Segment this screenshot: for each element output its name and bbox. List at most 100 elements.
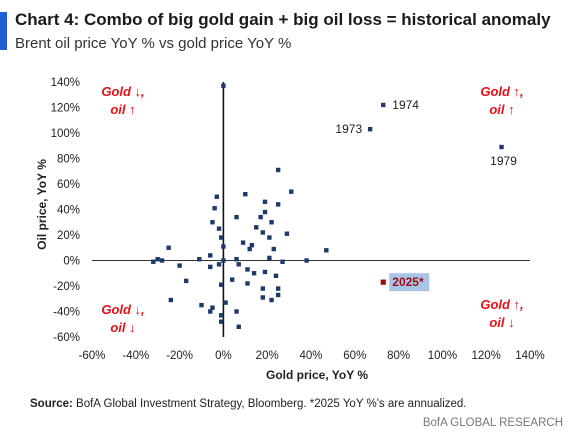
data-point — [219, 319, 224, 324]
data-point — [234, 257, 239, 262]
data-point — [210, 305, 215, 310]
y-tick-label: 80% — [57, 154, 80, 166]
data-point — [260, 286, 266, 291]
data-point — [275, 202, 281, 207]
y-tick-label: 60% — [57, 179, 80, 191]
point-label-1973: 1973 — [335, 122, 362, 136]
data-point — [216, 226, 222, 231]
quadrant-label-bottom-left: oil ↓ — [110, 320, 135, 335]
data-point — [260, 295, 266, 300]
x-tick-label: 40% — [299, 350, 322, 362]
data-point — [275, 167, 281, 173]
data-point — [208, 309, 213, 314]
x-tick-label: 20% — [256, 350, 279, 362]
point-label-1974: 1974 — [392, 98, 419, 112]
data-point — [260, 230, 266, 235]
x-tick-label: -40% — [122, 350, 149, 362]
y-tick-label: -60% — [53, 332, 80, 344]
data-point — [273, 273, 279, 278]
data-point — [216, 262, 222, 267]
y-tick-label: 0% — [63, 256, 80, 268]
x-tick-label: 80% — [387, 350, 410, 362]
chart-subtitle: Brent oil price YoY % vs gold price YoY … — [15, 35, 292, 52]
data-point — [155, 257, 160, 262]
data-point — [269, 297, 274, 303]
data-point — [275, 292, 281, 298]
chart-title: Chart 4: Combo of big gold gain + big oi… — [15, 10, 551, 29]
data-point — [221, 83, 226, 89]
data-point — [258, 214, 263, 220]
y-tick-label: 20% — [57, 230, 80, 242]
data-point — [267, 255, 272, 261]
data-point — [247, 246, 252, 252]
data-point — [262, 199, 268, 205]
data-point — [267, 235, 272, 240]
data-point — [271, 246, 276, 252]
y-tick-label: -20% — [53, 281, 80, 293]
data-point — [219, 235, 224, 240]
data-point — [367, 126, 373, 132]
data-point — [499, 144, 504, 150]
data-point — [304, 258, 309, 263]
x-tick-label: -20% — [166, 350, 193, 362]
quadrant-labels: Gold ↓, oil ↑ Gold ↑, oil ↑ Gold ↓, oil ↓ Gold… — [101, 84, 523, 335]
y-tick-label: 140% — [51, 77, 80, 89]
data-point — [280, 259, 285, 264]
data-point — [208, 264, 213, 270]
source-note: Source: BofA Global Investment Strategy,… — [30, 398, 467, 410]
x-tick-label: 120% — [471, 350, 500, 362]
data-point — [262, 209, 268, 215]
data-point — [243, 192, 248, 197]
highlight-label-box — [389, 273, 430, 292]
data-point — [197, 257, 202, 262]
source-label: Source: — [30, 398, 73, 410]
y-tick-label: 100% — [51, 128, 80, 140]
data-point — [254, 225, 259, 230]
quadrant-label-top-left: oil ↑ — [110, 102, 135, 117]
data-point — [249, 243, 255, 248]
x-axis-title: Gold price, YoY % — [266, 368, 368, 382]
data-point — [234, 309, 239, 314]
data-point — [208, 253, 213, 258]
data-point — [151, 259, 156, 264]
data-point — [245, 267, 250, 272]
data-point — [262, 269, 268, 275]
data-point — [269, 220, 274, 225]
data-point — [251, 271, 257, 276]
data-point — [159, 258, 165, 263]
data-point — [324, 248, 329, 253]
x-tick-label: 60% — [343, 350, 366, 362]
data-point — [219, 282, 224, 287]
y-tick-label: 120% — [51, 103, 80, 115]
x-tick-label: 100% — [428, 350, 457, 362]
data-point — [234, 214, 239, 220]
data-point — [229, 277, 235, 282]
data-point — [221, 258, 226, 263]
y-tick-labels: -60% -40% -20% 0% 20% 40% 60% 80% 100% 120% 140% — [51, 77, 80, 344]
title-accent-bar — [0, 12, 7, 50]
data-point — [177, 263, 182, 268]
data-point — [210, 220, 215, 225]
data-point — [166, 245, 171, 250]
x-tick-label: 140% — [515, 350, 544, 362]
data-points — [151, 83, 504, 329]
data-point — [236, 324, 241, 329]
data-point — [240, 240, 246, 245]
quadrant-label-bottom-right: Gold ↑, — [480, 297, 523, 312]
source-text: BofA Global Investment Strategy, Bloombe… — [76, 398, 467, 410]
quadrant-label-top-left: Gold ↓, — [101, 84, 144, 99]
x-tick-label: -60% — [79, 350, 106, 362]
data-point — [236, 262, 241, 267]
highlight-group: 2025* — [380, 273, 430, 292]
y-axis-title: Oil price, YoY % — [35, 159, 49, 250]
data-point — [223, 300, 228, 305]
data-point — [168, 297, 174, 303]
y-tick-label: 40% — [57, 205, 80, 217]
data-point — [381, 102, 386, 108]
data-point — [284, 231, 290, 236]
data-point — [221, 244, 226, 249]
y-tick-label: -40% — [53, 307, 80, 319]
x-tick-labels: -60% -40% -20% 0% 20% 40% 60% 80% 100% 120% 140% — [79, 350, 545, 362]
data-point — [183, 278, 189, 284]
